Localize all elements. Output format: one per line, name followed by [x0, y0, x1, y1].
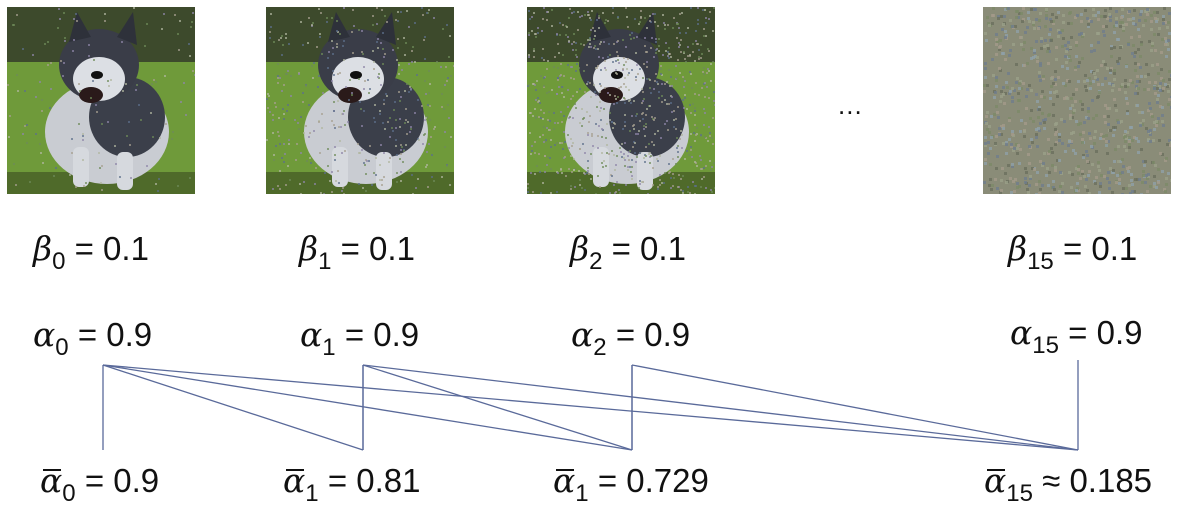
connector-line	[102, 364, 633, 451]
beta-0-label: β0 = 0.1	[33, 229, 149, 275]
alpha-0-label: α0 = 0.9	[33, 315, 153, 361]
connector-line	[102, 364, 364, 451]
ellipsis: ...	[838, 90, 863, 120]
alpha-bar-0-label: α0 = 0.9	[40, 461, 160, 507]
step-15-image	[983, 7, 1171, 194]
step-0-image	[7, 7, 195, 194]
connector-line	[102, 364, 1079, 451]
beta-15-label: β15 = 0.1	[1008, 229, 1138, 275]
connector-line	[362, 364, 633, 451]
step-2-image	[527, 7, 715, 194]
connector-line	[631, 364, 1079, 451]
beta-2-label: β2 = 0.1	[570, 229, 686, 275]
noised-dog-icon	[527, 7, 715, 194]
noised-dog-icon	[7, 7, 195, 194]
alpha-bar-1-label: α1 = 0.81	[283, 461, 421, 507]
noised-dog-icon	[266, 7, 454, 194]
alpha-2-label: α2 = 0.9	[571, 315, 691, 361]
alpha-bar-2-label: α1 = 0.729	[553, 461, 709, 507]
connector-line	[362, 364, 1079, 451]
alpha-15-label: α15 = 0.9	[1010, 313, 1143, 359]
alpha-1-label: α1 = 0.9	[300, 315, 420, 361]
beta-1-label: β1 = 0.1	[299, 229, 415, 275]
alpha-bar-15-label: α15 ≈ 0.185	[984, 461, 1153, 507]
pure-noise-icon	[983, 7, 1171, 194]
step-1-image	[266, 7, 454, 194]
